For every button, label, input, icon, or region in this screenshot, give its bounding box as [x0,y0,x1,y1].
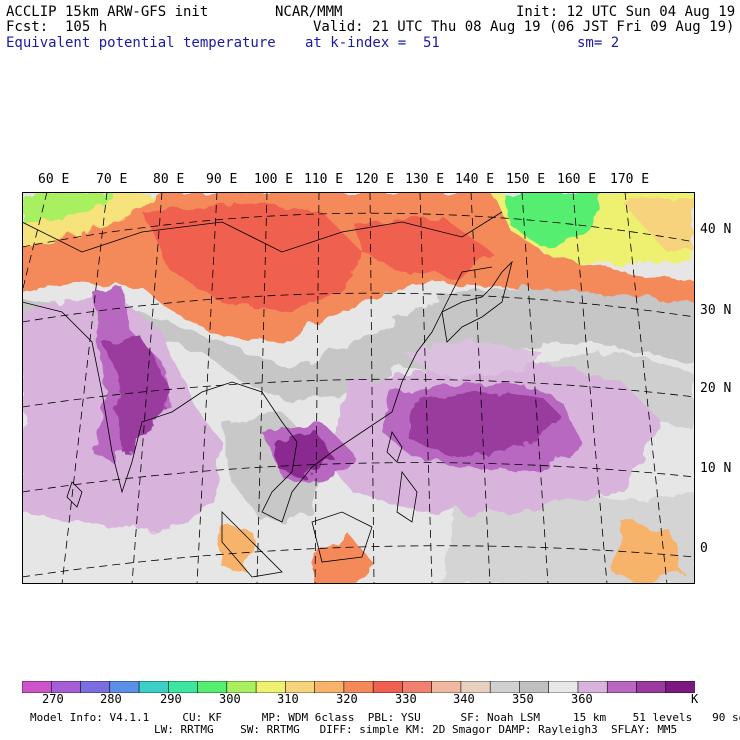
colorbar-swatch [606,681,638,693]
colorbar-tick-label: 350 [512,692,534,706]
dark-purple-region [407,392,562,457]
colorbar-tick-label: 320 [336,692,358,706]
colorbar-tick-label: 340 [453,692,475,706]
graticule [22,192,695,584]
lon-label: 110 E [304,172,344,187]
colorbar-tick-label: 330 [395,692,417,706]
colorbar-tick-label: 310 [277,692,299,706]
init-time: Init: 12 UTC Sun 04 Aug 19 [516,4,736,20]
grey-band [22,287,695,402]
organization: NCAR/MMM [275,4,343,20]
colorbar-tick-label: 300 [219,692,241,706]
light-purple-region [402,342,542,377]
colorbar [22,681,695,693]
coastlines [22,211,513,578]
lat-label: 20 N [700,381,732,396]
lon-label: 140 E [455,172,495,187]
colorbar-tick-label: 270 [42,692,64,706]
colorbar-tick-label: 360 [571,692,593,706]
lon-label: 130 E [405,172,445,187]
field-name: Equivalent potential temperature [6,35,276,51]
lon-label: 160 E [557,172,597,187]
colorbar-tick-label: 280 [100,692,122,706]
lon-label: 80 E [153,172,185,187]
green-region [22,192,112,222]
colorbar-unit: K [691,692,699,706]
colorbar-swatch [665,681,695,693]
lon-label: 120 E [355,172,395,187]
orange-patch [217,522,252,572]
model-info-line1: Model Info: V4.1.1 CU: KF MP: WDM 6class… [30,711,740,724]
forecast-hour: Fcst: 105 h [6,19,108,35]
dark-purple-region [102,337,172,452]
red-region [142,202,362,312]
theta-e-map [22,192,695,584]
colorbar-swatch [636,681,667,693]
colorbar-tick-label: 290 [160,692,182,706]
green-region [502,192,602,247]
model-info-line2: LW: RRTMG SW: RRTMG DIFF: simple KM: 2D … [154,723,678,736]
lon-label: 60 E [38,172,70,187]
lat-label: 30 N [700,303,732,318]
lat-label: 0 [700,541,708,556]
map-frame [22,192,695,584]
lon-label: 170 E [610,172,650,187]
level-info: at k-index = 51 [305,35,440,51]
valid-time: Valid: 21 UTC Thu 08 Aug 19 (06 JST Fri … [313,19,735,35]
orange-patch [312,537,372,584]
lat-label: 10 N [700,461,732,476]
lon-label: 150 E [506,172,546,187]
lon-label: 70 E [96,172,128,187]
lon-label: 90 E [206,172,238,187]
lon-label: 100 E [254,172,294,187]
lat-label: 40 N [700,222,732,237]
model-title: ACCLIP 15km ARW-GFS init [6,4,209,20]
yellow-region [622,197,695,252]
smoothing-info: sm= 2 [577,35,620,51]
